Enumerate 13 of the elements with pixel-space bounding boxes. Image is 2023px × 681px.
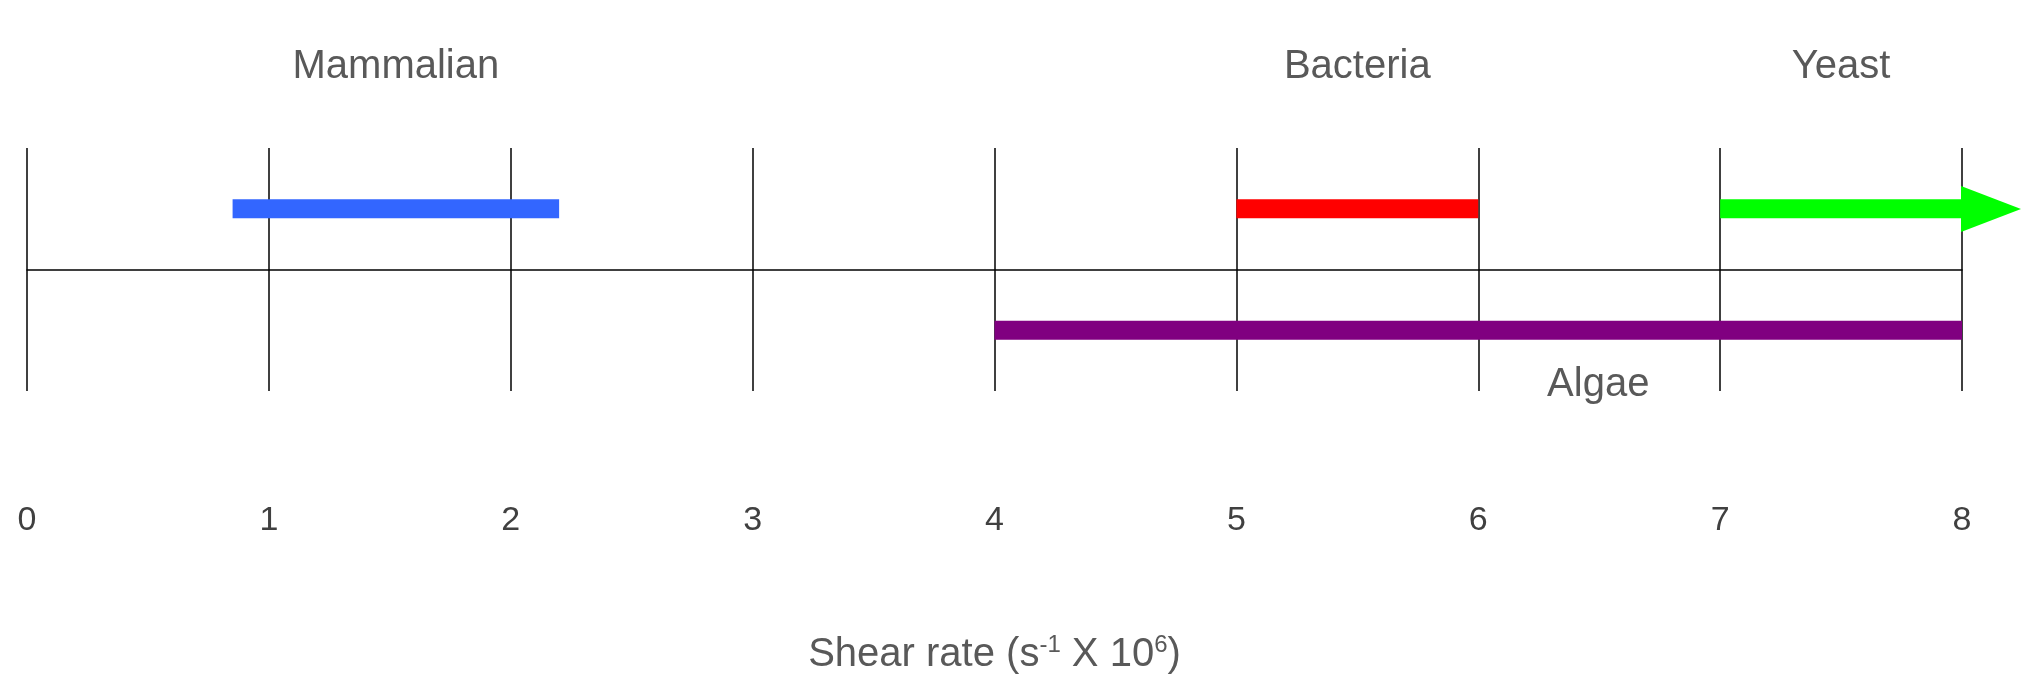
- x-tick-label: 3: [743, 499, 763, 537]
- x-tick-label: 2: [501, 499, 521, 537]
- x-tick-label: 4: [985, 499, 1004, 537]
- x-tick-label: 8: [1952, 499, 1972, 537]
- text: Mammalian: [292, 41, 500, 86]
- x-tick-label: 7: [1710, 499, 1730, 537]
- series-label: Algae: [1547, 360, 1650, 405]
- x-tick-label: 0: [17, 499, 37, 537]
- x-tick-label: 1: [259, 499, 279, 537]
- text: Yeast: [1791, 41, 1891, 86]
- x-tick-label: 5: [1226, 499, 1246, 537]
- text: Bacteria: [1283, 41, 1432, 86]
- x-tick-label: 6: [1468, 499, 1488, 537]
